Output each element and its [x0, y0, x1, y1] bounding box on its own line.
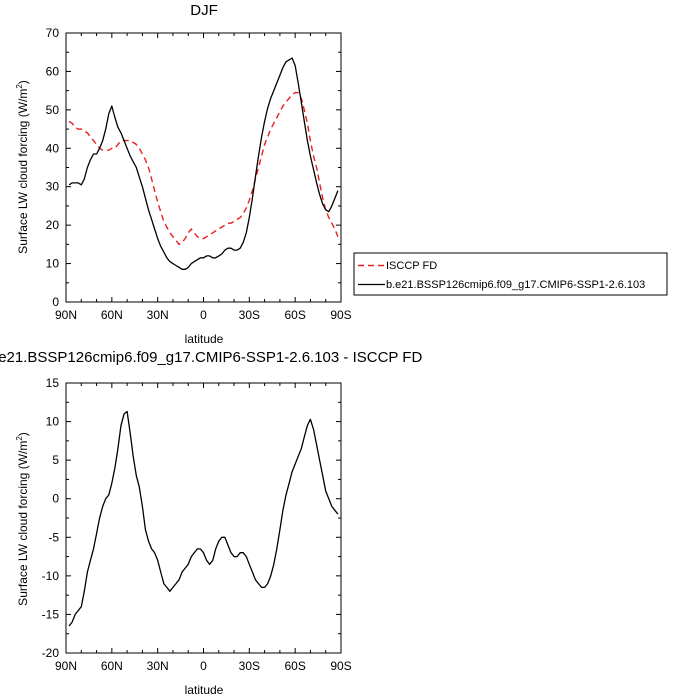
bottom-x-tick-label: 30S — [239, 659, 260, 673]
bottom-x-tick-label: 60S — [284, 659, 305, 673]
top-panel: DJF 90N 60N 30N 0 30S 60S 90S 0 10 20 30 40 50 60 70 l… — [15, 2, 352, 346]
top-y-tick-label: 50 — [46, 103, 60, 117]
top-x-tick-label: 0 — [200, 308, 207, 322]
bottom-y-tick-label: 10 — [46, 415, 60, 429]
top-x-axis-label: latitude — [185, 332, 224, 346]
bottom-x-tick-label: 60N — [101, 659, 123, 673]
bottom-series-line-0 — [68, 410, 339, 627]
top-plot-area: 90N 60N 30N 0 30S 60S 90S 0 10 20 30 40 50 60 70 — [46, 26, 352, 322]
bottom-y-tick-label: -10 — [42, 569, 60, 583]
top-x-tick-label: 90S — [330, 308, 351, 322]
legend-box — [353, 252, 668, 296]
legend-label-isccp: ISCCP FD — [386, 260, 437, 272]
bottom-y-tick-label: -5 — [48, 530, 59, 544]
bottom-x-tick-label: 30N — [147, 659, 169, 673]
bottom-y-tick-label: 0 — [52, 492, 59, 506]
top-y-tick-label: 0 — [52, 295, 59, 309]
legend-label-model: b.e21.BSSP126cmip6.f09_g17.CMIP6-SSP1-2.… — [386, 279, 645, 291]
bottom-plot-frame — [65, 382, 342, 654]
bottom-x-tick-label: 90N — [55, 659, 77, 673]
top-x-tick-label: 30N — [147, 308, 169, 322]
bottom-y-tick-label: -15 — [42, 607, 60, 621]
top-y-tick-label: 20 — [46, 218, 60, 232]
bottom-x-axis-label: latitude — [185, 683, 224, 697]
top-y-axis-label: Surface LW cloud forcing (W/m2) — [15, 80, 30, 254]
top-plot-frame — [65, 32, 342, 303]
top-series-line-1 — [68, 57, 339, 270]
bottom-panel: b.e21.BSSP126cmip6.f09_g17.CMIP6-SSP1-2.… — [0, 349, 422, 697]
top-y-tick-label: 70 — [46, 26, 60, 40]
top-y-tick-label: 60 — [46, 64, 60, 78]
bottom-x-tick-label: 0 — [200, 659, 207, 673]
top-x-tick-label: 60N — [101, 308, 123, 322]
bottom-y-tick-label: 5 — [52, 453, 59, 467]
top-series-line-0 — [68, 91, 339, 246]
top-x-tick-label: 90N — [55, 308, 77, 322]
top-chart-title: DJF — [190, 2, 218, 19]
bottom-chart-title: b.e21.BSSP126cmip6.f09_g17.CMIP6-SSP1-2.… — [0, 349, 422, 366]
bottom-y-tick-label: -20 — [42, 646, 60, 660]
top-x-tick-label: 30S — [239, 308, 260, 322]
bottom-y-tick-label: 15 — [46, 376, 60, 390]
legend: ISCCP FD b.e21.BSSP126cmip6.f09_g17.CMIP… — [353, 252, 668, 296]
bottom-x-tick-label: 90S — [330, 659, 351, 673]
bottom-plot-area: 90N 60N 30N 0 30S 60S 90S -20 -15 -10 -5 0 5 10 15 — [42, 376, 352, 673]
top-y-tick-label: 10 — [46, 257, 60, 271]
top-y-tick-label: 40 — [46, 141, 60, 155]
bottom-y-axis-label: Surface LW cloud forcing (W/m2) — [15, 432, 30, 606]
top-x-tick-label: 60S — [284, 308, 305, 322]
top-y-tick-label: 30 — [46, 180, 60, 194]
